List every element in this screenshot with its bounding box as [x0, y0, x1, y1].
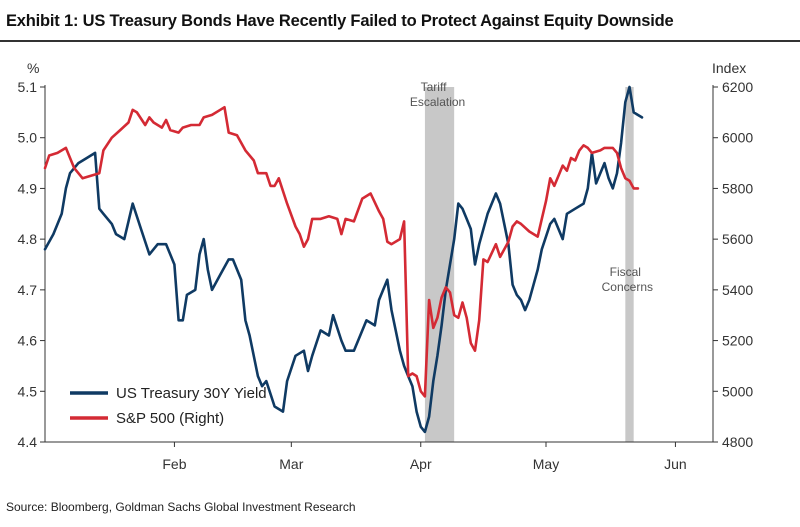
- treasury-yield-line: [43, 85, 644, 434]
- right-axis-tick-label: 5000: [722, 383, 753, 399]
- left-axis-unit: %: [27, 60, 39, 76]
- right-axis-tick-label: 6000: [722, 130, 753, 146]
- left-axis-tick-label: 5.0: [18, 130, 38, 146]
- shaded-period-band: [625, 87, 634, 442]
- annotation-line: Concerns: [602, 280, 653, 294]
- right-axis-tick-label: 5800: [722, 180, 753, 196]
- title-divider: [0, 40, 800, 42]
- right-axis-unit: Index: [712, 60, 746, 76]
- left-axis-tick-label: 4.5: [18, 383, 38, 399]
- series-lines: [43, 85, 644, 434]
- shaded-periods: [424, 87, 634, 442]
- annotation-line: Tariff: [421, 80, 447, 94]
- fiscal-concerns-annotation: Fiscal Concerns: [602, 265, 653, 294]
- legend: US Treasury 30Y Yield S&P 500 (Right): [70, 385, 267, 427]
- line-chart: 5.1 5.0 4.9 4.8 4.7 4.6 4.5 4.4 6200 6000 5800 5600…: [18, 60, 754, 472]
- source-note: Source: Bloomberg, Goldman Sachs Global …: [6, 500, 356, 514]
- sp500-line: [43, 106, 640, 398]
- x-axis-tick-label: Mar: [279, 456, 303, 472]
- left-axis-tick-label: 5.1: [18, 79, 38, 95]
- chart-title: Exhibit 1: US Treasury Bonds Have Recent…: [6, 12, 674, 30]
- right-axis-tick-label: 6200: [722, 79, 753, 95]
- tariff-escalation-annotation: Tariff Escalation: [410, 80, 465, 109]
- left-axis-tick-label: 4.9: [18, 180, 38, 196]
- axes: [40, 85, 718, 447]
- left-axis-tick-label: 4.6: [18, 333, 38, 349]
- right-axis-tick-label: 5400: [722, 282, 753, 298]
- right-axis-tick-label: 5200: [722, 333, 753, 349]
- axis-labels: 5.1 5.0 4.9 4.8 4.7 4.6 4.5 4.4 6200 6000 5800 5600…: [18, 60, 754, 472]
- x-axis-tick-label: May: [533, 456, 559, 472]
- annotation-line: Escalation: [410, 95, 465, 109]
- legend-label: US Treasury 30Y Yield: [116, 385, 267, 402]
- left-axis-tick-label: 4.4: [18, 434, 38, 450]
- left-axis-tick-label: 4.8: [18, 231, 38, 247]
- legend-label: S&P 500 (Right): [116, 410, 224, 427]
- x-axis-tick-label: Feb: [162, 456, 186, 472]
- x-axis-tick-label: Apr: [410, 456, 432, 472]
- x-axis-tick-label: Jun: [664, 456, 687, 472]
- annotations: Tariff Escalation Fiscal Concerns: [410, 80, 653, 294]
- right-axis-tick-label: 5600: [722, 231, 753, 247]
- annotation-line: Fiscal: [610, 265, 641, 279]
- left-axis-tick-label: 4.7: [18, 282, 38, 298]
- right-axis-tick-label: 4800: [722, 434, 753, 450]
